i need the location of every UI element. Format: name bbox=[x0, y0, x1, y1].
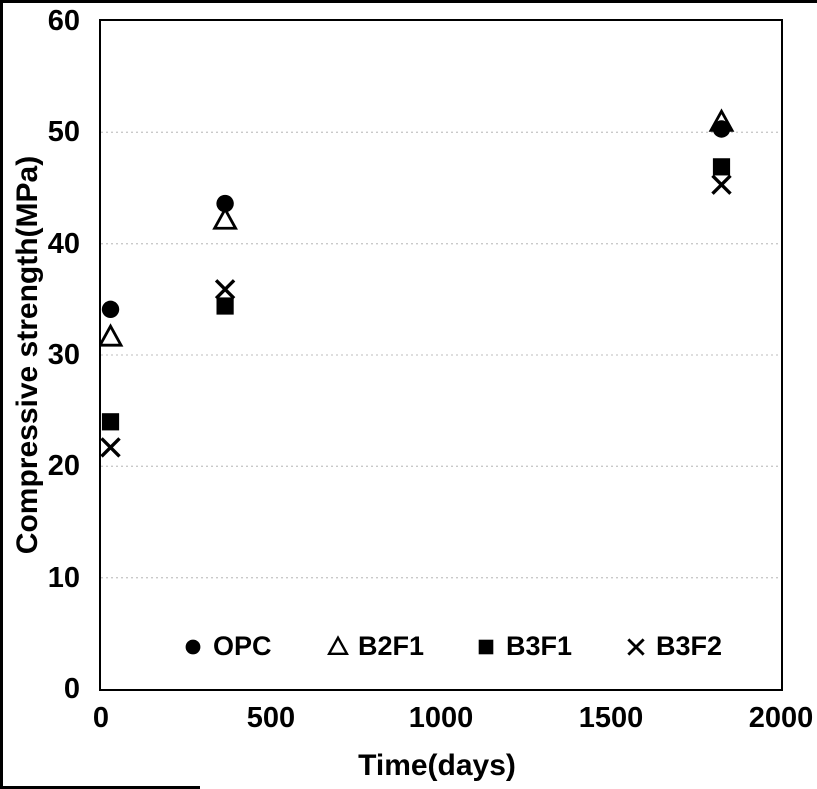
marker-B3F2 bbox=[711, 174, 732, 195]
marker-OPC bbox=[216, 194, 234, 213]
marker-B3F2 bbox=[214, 279, 236, 300]
y-axis-title: Compressive strength(MPa) bbox=[11, 155, 44, 555]
y-tick-label: 60 bbox=[47, 5, 80, 37]
legend-item-label: B2F1 bbox=[358, 631, 425, 661]
x-tick-label: 1000 bbox=[408, 702, 474, 734]
circle-filled-legend-icon bbox=[185, 639, 201, 655]
legend-item-B2F1: B2F1 bbox=[324, 630, 424, 662]
square-filled-legend-glyph bbox=[478, 639, 494, 655]
y-tick-label: 0 bbox=[63, 673, 80, 705]
x-tick-label: 500 bbox=[246, 702, 296, 734]
circle-filled-legend-glyph bbox=[185, 639, 201, 655]
marker-B3F1 bbox=[712, 158, 731, 176]
legend-item-label: OPC bbox=[213, 631, 272, 661]
x-tick-label: 2000 bbox=[748, 702, 814, 734]
x-tick-label: 1500 bbox=[578, 702, 644, 734]
triangle-open-legend-icon bbox=[327, 635, 349, 655]
marker-B2F1 bbox=[212, 206, 238, 230]
x-cross-legend-glyph bbox=[627, 638, 645, 656]
y-tick-label: 10 bbox=[47, 561, 80, 594]
legend-item-B3F1: B3F1 bbox=[472, 630, 572, 662]
y-tick-label: 20 bbox=[47, 450, 80, 483]
y-tick-label: 40 bbox=[47, 227, 80, 260]
plot-area: OPC B2F1 B3F1 B3F2 bbox=[99, 19, 783, 691]
scatter-plot-canvas bbox=[101, 108, 781, 579]
x-axis-title: Time(days) bbox=[358, 749, 516, 782]
x-tick-label: 0 bbox=[92, 702, 110, 734]
marker-OPC bbox=[101, 300, 120, 319]
legend-item-label: B3F2 bbox=[656, 631, 723, 661]
triangle-open-legend-glyph bbox=[327, 635, 349, 655]
legend-item-OPC: OPC bbox=[179, 630, 272, 662]
legend-item-label: B3F1 bbox=[506, 631, 573, 661]
marker-B2F1 bbox=[708, 108, 735, 132]
y-tick-label: 50 bbox=[47, 116, 80, 149]
marker-B3F1 bbox=[101, 413, 120, 431]
marker-B3F2 bbox=[101, 437, 121, 458]
figure-bottom-border bbox=[3, 786, 200, 789]
x-cross-legend-icon bbox=[627, 638, 645, 656]
legend-item-B3F2: B3F2 bbox=[622, 630, 722, 662]
square-filled-legend-icon bbox=[478, 639, 494, 655]
marker-B3F1 bbox=[216, 297, 234, 315]
y-tick-label: 30 bbox=[47, 339, 80, 371]
marker-B2F1 bbox=[101, 323, 124, 347]
